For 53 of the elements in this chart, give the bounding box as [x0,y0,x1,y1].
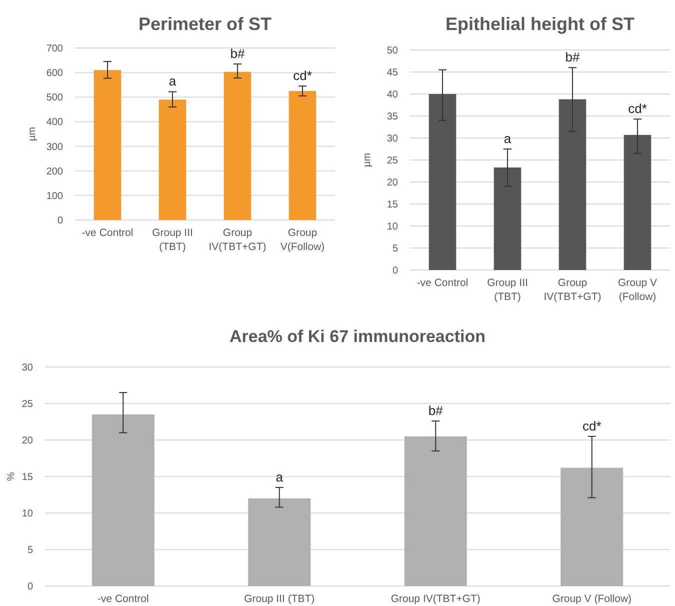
annotation: cd* [293,68,312,84]
x-tick-label: Group IV(TBT+GT) [390,593,480,605]
annotation: a [276,469,284,484]
y-tick-label: 25 [386,156,398,166]
y-tick-label: 15 [22,472,34,483]
x-tick-label: Group III (TBT) [487,277,528,303]
annotation: b# [565,50,580,65]
y-tick-label: 10 [386,222,398,232]
y-axis-title: µm [362,152,373,168]
y-tick-label: 20 [386,178,398,188]
y-tick-label: 40 [386,90,398,100]
x-tick-label: Group V (Follow) [618,277,658,303]
annotation: b# [428,403,444,418]
x-tick-label: -ve Control [97,593,149,605]
x-tick-label: Group IV(TBT+GT) [544,277,602,303]
y-tick-label: 100 [46,190,64,202]
x-tick-label: Group V(Follow) [280,227,325,253]
y-tick-label: 0 [392,266,398,276]
x-tick-label: Group V (Follow) [552,593,632,605]
x-tick-label: -ve Control [82,227,134,239]
annotation: a [168,74,177,89]
y-tick-label: 30 [386,134,398,144]
chart-title: Perimeter of ST [138,14,272,34]
y-tick-label: 200 [46,166,64,178]
y-tick-label: 400 [46,117,64,128]
y-tick-label: 35 [386,112,398,122]
y-tick-label: 5 [392,244,398,254]
y-tick-label: 0 [57,216,64,226]
y-tick-label: 15 [386,200,398,210]
y-tick-label: 0 [27,582,34,592]
y-tick-label: 500 [46,92,64,104]
annotation: a [504,131,512,146]
chart-title: Area% of Ki 67 immunoreaction [229,327,486,346]
y-axis-title: % [6,472,17,481]
y-tick-label: 5 [27,545,34,556]
y-tick-label: 700 [46,44,64,54]
x-tick-label: -ve Control [416,277,468,289]
annotation: cd* [628,101,647,116]
x-tick-label: Group III (TBT) [244,593,315,605]
x-tick-label: Group III (TBT) [152,227,193,253]
chart-title: Epithelial height of ST [446,14,635,34]
x-tick-label: Group IV(TBT+GT) [208,227,266,253]
annotation: cd* [582,418,602,434]
y-tick-label: 45 [386,68,398,78]
y-tick-label: 50 [386,46,398,56]
y-tick-label: 10 [22,508,34,520]
y-tick-label: 20 [22,436,34,446]
annotation: b# [230,46,246,61]
y-tick-label: 25 [22,399,34,410]
y-axis-title: µm [27,126,38,142]
y-tick-label: 600 [46,68,64,80]
y-tick-label: 300 [46,142,64,153]
y-tick-label: 30 [22,362,34,374]
